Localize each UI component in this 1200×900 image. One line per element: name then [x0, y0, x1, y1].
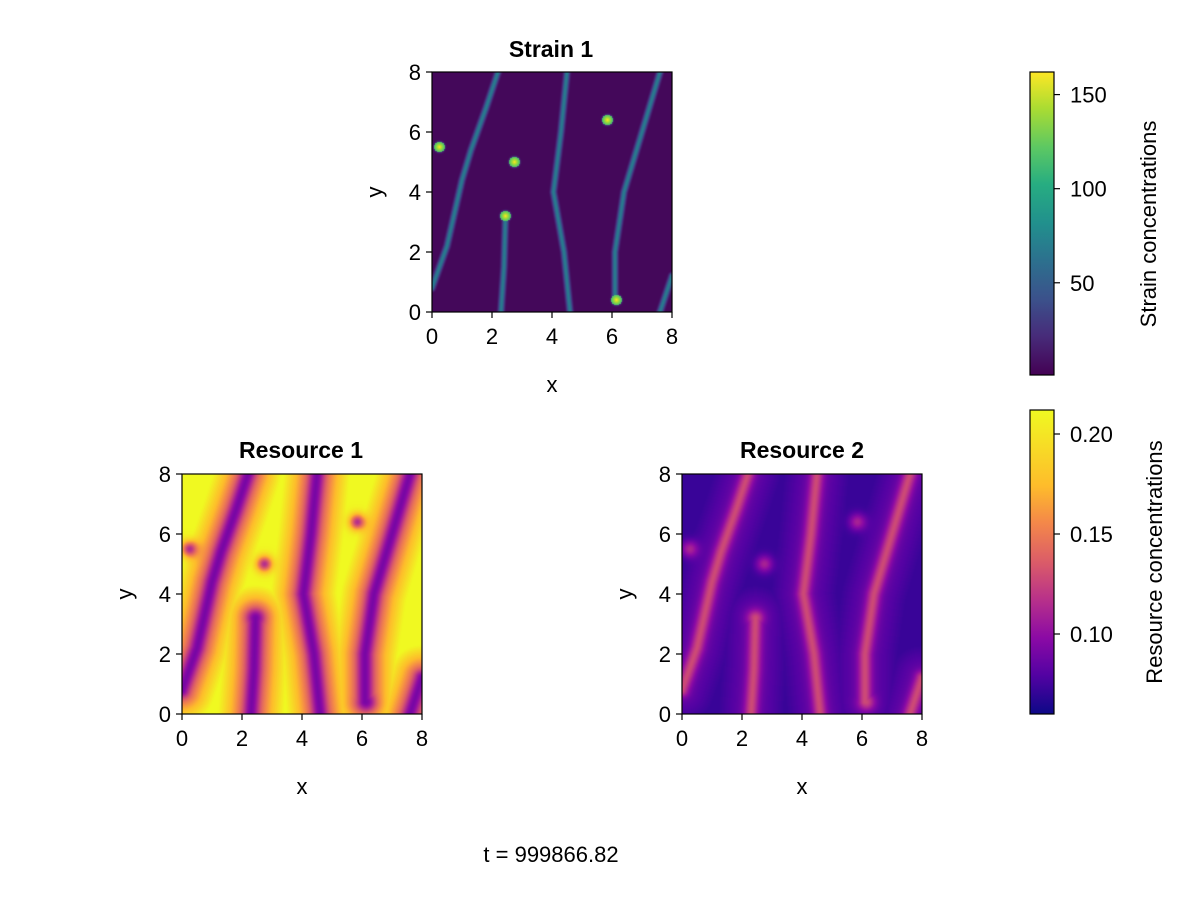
y-tick-label: 6 — [409, 120, 421, 145]
x-tick-label: 8 — [416, 726, 428, 751]
y-tick-label: 2 — [409, 240, 421, 265]
x-tick-label: 4 — [546, 324, 558, 349]
x-axis-label: x — [547, 372, 558, 397]
x-tick-label: 6 — [356, 726, 368, 751]
colorbar-strain: 50 100 150 Strain concentrations — [1029, 71, 1161, 376]
panel-title: Resource 1 — [239, 437, 363, 463]
y-tick-label: 6 — [659, 522, 671, 547]
colorbar-label: Resource concentrations — [1142, 440, 1167, 683]
colorbar-resource: 0.10 0.15 0.20 Resource concentrations — [1029, 409, 1167, 715]
axis-ticks: 0 2 4 6 8 0 2 4 6 8 — [409, 60, 678, 349]
time-label: t = 999866.82 — [483, 842, 618, 867]
colorbar-tick-label: 50 — [1070, 271, 1094, 296]
heatmap-area — [432, 72, 672, 312]
y-axis-label: y — [612, 589, 637, 600]
panel-title: Resource 2 — [740, 437, 864, 463]
x-tick-label: 6 — [856, 726, 868, 751]
colorbar-frame — [1029, 409, 1055, 715]
y-tick-label: 6 — [159, 522, 171, 547]
colorbar-tick-label: 0.20 — [1070, 422, 1113, 447]
y-tick-label: 8 — [659, 462, 671, 487]
y-tick-label: 4 — [159, 582, 171, 607]
x-tick-label: 2 — [486, 324, 498, 349]
y-axis-label: y — [362, 187, 387, 198]
x-tick-label: 2 — [736, 726, 748, 751]
heatmap-canvas — [432, 72, 672, 312]
y-tick-label: 4 — [659, 582, 671, 607]
x-tick-label: 0 — [426, 324, 438, 349]
colorbar-tick-label: 100 — [1070, 177, 1107, 202]
colorbar-frame — [1029, 71, 1055, 376]
colorbar-tick-label: 0.15 — [1070, 522, 1113, 547]
x-tick-label: 4 — [796, 726, 808, 751]
y-tick-label: 2 — [159, 642, 171, 667]
y-tick-label: 8 — [409, 60, 421, 85]
colorbar-ticks: 50 100 150 — [1054, 83, 1107, 296]
y-axis-label: y — [112, 589, 137, 600]
colorbar-gradient — [1030, 410, 1054, 714]
heatmap-canvas — [182, 474, 422, 714]
colorbar-gradient — [1030, 72, 1054, 375]
y-tick-label: 8 — [159, 462, 171, 487]
y-tick-label: 0 — [409, 300, 421, 325]
x-tick-label: 2 — [236, 726, 248, 751]
panel-resource-2: Resource 2 0 2 4 6 8 0 2 4 6 8 x y — [612, 437, 928, 799]
x-tick-label: 6 — [606, 324, 618, 349]
x-tick-label: 8 — [916, 726, 928, 751]
x-axis-label: x — [797, 774, 808, 799]
panel-title: Strain 1 — [509, 36, 594, 62]
colorbar-label: Strain concentrations — [1136, 121, 1161, 328]
y-tick-label: 0 — [659, 702, 671, 727]
x-tick-label: 0 — [676, 726, 688, 751]
axis-ticks: 0 2 4 6 8 0 2 4 6 8 — [159, 462, 428, 751]
y-tick-label: 2 — [659, 642, 671, 667]
panel-strain-1: Strain 1 0 2 4 6 8 0 2 4 6 8 x y — [362, 36, 678, 397]
colorbar-tick-label: 0.10 — [1070, 622, 1113, 647]
y-tick-label: 0 — [159, 702, 171, 727]
colorbar-tick-label: 150 — [1070, 83, 1107, 108]
x-tick-label: 4 — [296, 726, 308, 751]
heatmap-canvas — [682, 474, 922, 714]
colorbar-ticks: 0.10 0.15 0.20 — [1054, 422, 1113, 647]
x-tick-label: 8 — [666, 324, 678, 349]
heatmap-area — [682, 474, 922, 714]
panel-resource-1: Resource 1 0 2 4 6 8 0 2 4 6 8 x y — [112, 437, 428, 799]
x-axis-label: x — [297, 774, 308, 799]
x-tick-label: 0 — [176, 726, 188, 751]
axis-ticks: 0 2 4 6 8 0 2 4 6 8 — [659, 462, 928, 751]
y-tick-label: 4 — [409, 180, 421, 205]
heatmap-area — [182, 474, 422, 714]
